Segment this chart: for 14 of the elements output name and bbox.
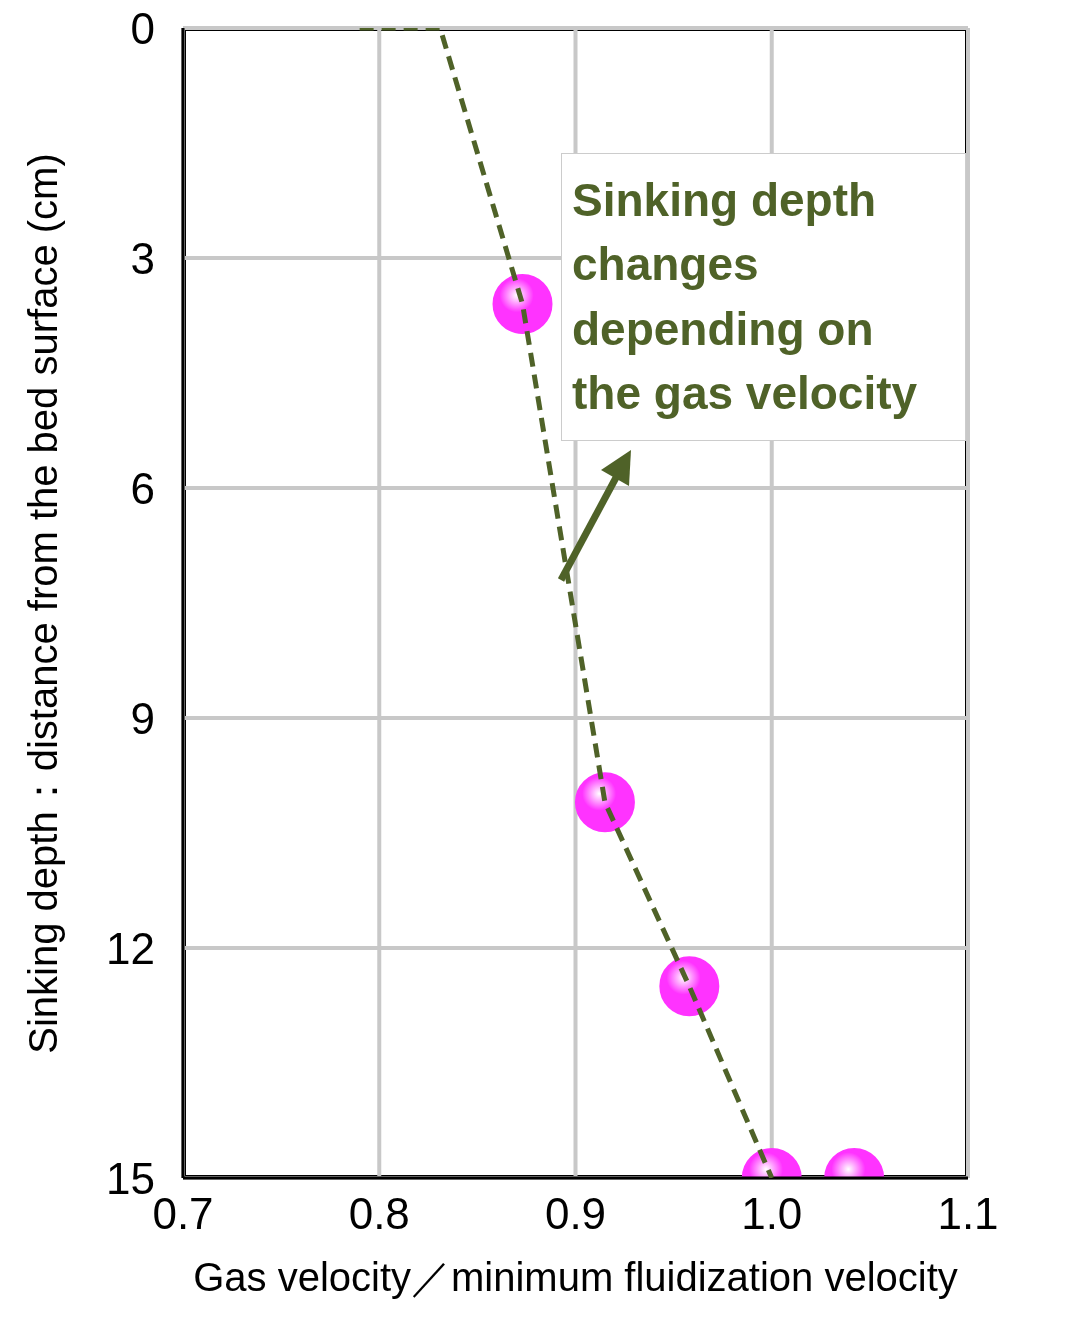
y-tick-label: 15 bbox=[106, 1153, 155, 1203]
y-axis-title: Sinking depth：distance from the bed surface (cm) bbox=[19, 152, 66, 1054]
y-tick-label: 9 bbox=[130, 693, 155, 743]
annotation: Sinking depth changes depending on the gas velocity bbox=[561, 153, 966, 441]
x-tick-label: 0.9 bbox=[544, 1189, 607, 1239]
x-tick-label: 0.8 bbox=[348, 1189, 410, 1239]
x-tick-label: 0.7 bbox=[152, 1189, 214, 1239]
y-tick-label: 6 bbox=[130, 463, 155, 513]
y-tick-label: 3 bbox=[130, 233, 155, 283]
x-axis-title: Gas velocity／minimum fluidization velocity bbox=[192, 1254, 959, 1301]
x-tick-label: 1.1 bbox=[937, 1189, 999, 1239]
y-tick-label: 12 bbox=[106, 923, 155, 973]
y-tick-label: 0 bbox=[130, 3, 155, 53]
x-tick-label: 1.0 bbox=[741, 1189, 803, 1239]
